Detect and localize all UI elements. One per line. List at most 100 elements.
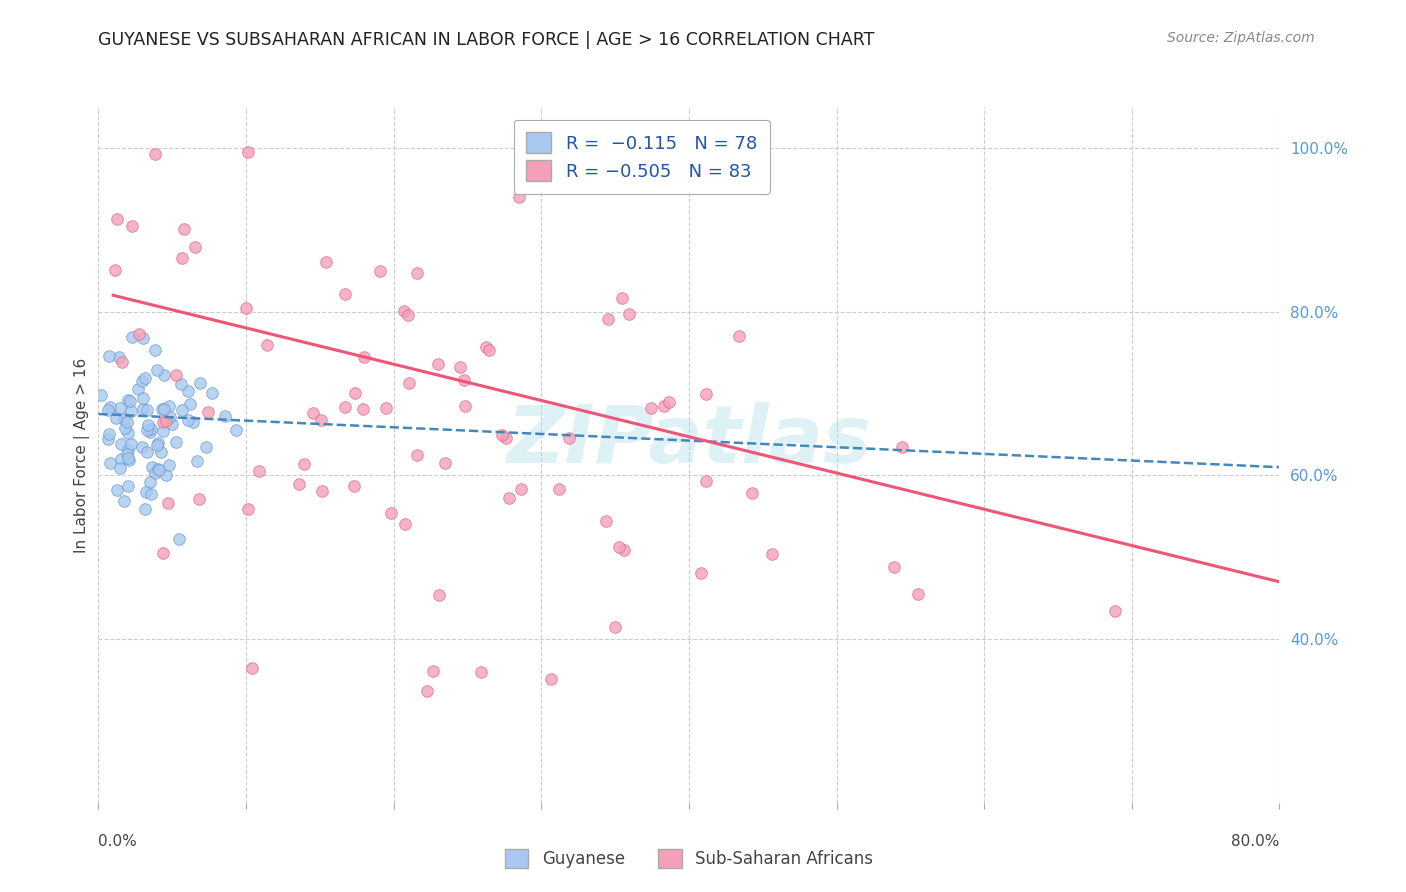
Point	[603, 620, 626, 634]
Point	[136, 424, 159, 438]
Point	[652, 399, 675, 413]
Point	[111, 355, 134, 369]
Point	[131, 374, 153, 388]
Point	[98, 456, 121, 470]
Point	[236, 145, 259, 160]
Point	[131, 330, 153, 344]
Point	[110, 452, 132, 467]
Point	[170, 403, 193, 417]
Point	[105, 483, 128, 497]
Point	[214, 409, 236, 424]
Point	[610, 291, 633, 305]
Point	[141, 460, 163, 475]
Point	[143, 467, 166, 481]
Point	[422, 664, 444, 678]
Point	[155, 467, 177, 482]
Point	[165, 368, 187, 382]
Point	[429, 588, 451, 602]
Point	[658, 395, 681, 409]
Point	[97, 350, 120, 364]
Point	[617, 307, 640, 321]
Point	[398, 376, 420, 391]
Point	[333, 287, 356, 301]
Point	[761, 547, 783, 561]
Point	[146, 438, 169, 452]
Point	[173, 222, 195, 236]
Point	[114, 421, 136, 435]
Point	[169, 376, 191, 391]
Point	[153, 401, 176, 416]
Point	[197, 405, 219, 419]
Text: 80.0%: 80.0%	[1232, 834, 1279, 849]
Point	[883, 560, 905, 574]
Point	[98, 427, 121, 442]
Point	[607, 540, 630, 554]
Point	[152, 546, 174, 560]
Point	[454, 399, 477, 413]
Point	[134, 501, 156, 516]
Point	[292, 457, 315, 471]
Point	[131, 440, 153, 454]
Point	[120, 437, 142, 451]
Point	[165, 434, 187, 449]
Point	[98, 400, 121, 414]
Point	[728, 328, 751, 343]
Point	[121, 219, 143, 233]
Point	[406, 266, 429, 280]
Point	[157, 458, 180, 472]
Point	[287, 476, 309, 491]
Legend: R =  −0.115   N = 78, R = −0.505   N = 83: R = −0.115 N = 78, R = −0.505 N = 83	[513, 120, 770, 194]
Point	[396, 308, 419, 322]
Point	[238, 501, 260, 516]
Point	[235, 301, 257, 315]
Point	[169, 532, 191, 546]
Point	[470, 665, 492, 679]
Point	[380, 506, 402, 520]
Point	[177, 412, 200, 426]
Point	[560, 172, 582, 186]
Point	[132, 392, 155, 406]
Point	[152, 402, 174, 417]
Text: GUYANESE VS SUBSAHARAN AFRICAN IN LABOR FORCE | AGE > 16 CORRELATION CHART: GUYANESE VS SUBSAHARAN AFRICAN IN LABOR …	[98, 31, 875, 49]
Point	[115, 447, 138, 461]
Point	[343, 479, 366, 493]
Point	[394, 517, 416, 532]
Point	[97, 403, 120, 417]
Point	[148, 462, 170, 476]
Point	[143, 343, 166, 357]
Point	[105, 411, 128, 425]
Point	[449, 360, 471, 375]
Point	[353, 350, 375, 364]
Point	[311, 483, 333, 498]
Point	[333, 401, 356, 415]
Point	[558, 431, 581, 445]
Point	[181, 415, 204, 429]
Point	[498, 491, 520, 506]
Point	[352, 401, 374, 416]
Point	[143, 147, 166, 161]
Point	[475, 340, 498, 354]
Point	[104, 262, 127, 277]
Point	[302, 406, 325, 420]
Point	[392, 304, 415, 318]
Point	[426, 357, 449, 371]
Point	[97, 432, 120, 446]
Point	[188, 376, 211, 390]
Point	[179, 397, 201, 411]
Point	[595, 514, 617, 528]
Y-axis label: In Labor Force | Age > 16: In Labor Force | Age > 16	[75, 358, 90, 552]
Point	[135, 484, 157, 499]
Point	[152, 425, 174, 439]
Point	[110, 436, 132, 450]
Point	[309, 412, 332, 426]
Point	[117, 392, 139, 407]
Point	[117, 479, 139, 493]
Point	[176, 384, 198, 398]
Point	[108, 350, 131, 364]
Point	[1104, 604, 1126, 618]
Point	[117, 442, 139, 457]
Point	[184, 240, 207, 254]
Point	[105, 212, 128, 227]
Text: ZIPatlas: ZIPatlas	[506, 402, 872, 480]
Point	[121, 330, 143, 344]
